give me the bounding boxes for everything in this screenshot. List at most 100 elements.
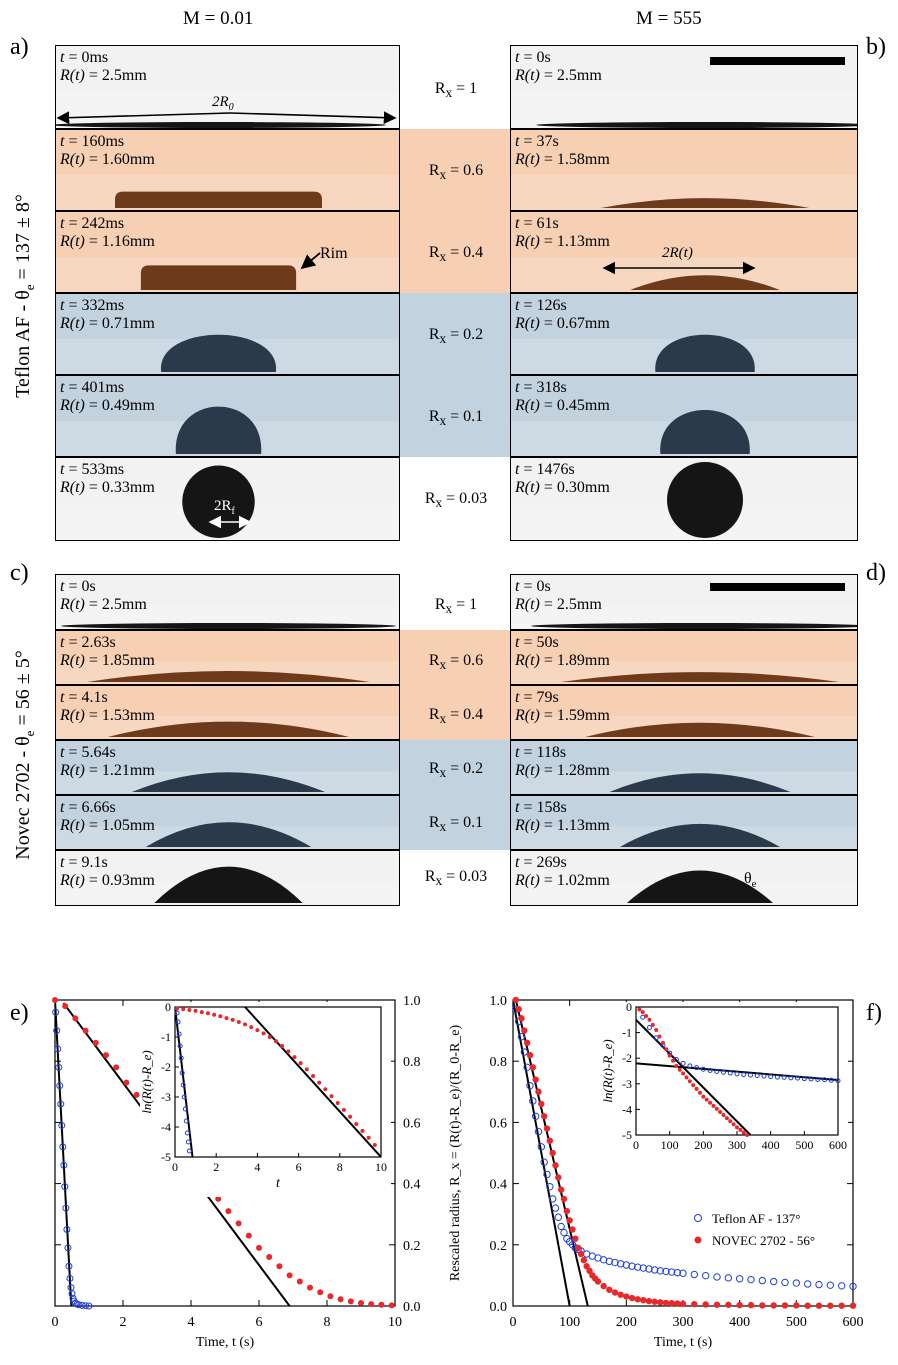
radius-var: R(t): [60, 479, 85, 496]
inset-background: [140, 1002, 391, 1197]
data-point-filled: [347, 1298, 354, 1305]
inset-y-tick-label: -3: [161, 1090, 171, 1104]
data-point-open: [58, 1121, 66, 1129]
frame-c-3: t = 4.1s R(t) = 1.53mm: [55, 685, 400, 740]
data-point-filled: [245, 1232, 252, 1239]
data-point-filled: [586, 1267, 593, 1275]
radius-var: R(t): [60, 397, 85, 414]
time-value: = 79s: [519, 689, 559, 706]
time-value: = 269s: [519, 854, 567, 871]
data-point-filled: [662, 1299, 670, 1307]
inset-x-tick-label: 10: [375, 1160, 387, 1174]
data-point-filled: [724, 1116, 729, 1121]
x-tick-label: 10: [388, 1315, 402, 1330]
data-point-open: [679, 1269, 687, 1277]
data-point-open: [774, 1074, 780, 1080]
data-point-open: [180, 1082, 186, 1088]
data-point-filled: [256, 1244, 262, 1251]
data-point-filled: [212, 1012, 217, 1017]
data-point-open: [673, 1268, 682, 1277]
inset-x-tick-label: 200: [694, 1138, 712, 1152]
time-var: t: [60, 578, 65, 595]
time-value: = 1476s: [519, 461, 575, 478]
data-point-open: [55, 1063, 63, 1071]
data-point-filled: [572, 1235, 579, 1242]
data-point-filled: [677, 1067, 682, 1072]
data-point-open: [517, 1033, 526, 1041]
data-point-filled: [611, 1289, 619, 1296]
data-point-open: [754, 1073, 760, 1079]
frame-image: [511, 771, 857, 794]
data-point-open: [734, 1071, 740, 1077]
data-point-open: [828, 1077, 834, 1083]
data-point-filled: [668, 1300, 675, 1307]
arrow-rim: [300, 252, 321, 270]
annotation-2rf: 2Rf: [214, 498, 235, 517]
time-value: = 242ms: [64, 215, 125, 232]
data-point-filled: [266, 1254, 273, 1261]
time-var: t: [515, 297, 520, 314]
data-point-filled: [557, 1186, 565, 1193]
chart-f: 0 100 200 300 400 500 600 0.0 0.2 0.4 0.6 0.8 1.0 Tim…: [448, 994, 864, 1350]
data-point-filled: [664, 1047, 669, 1052]
y-tick-label: 1.0: [490, 994, 508, 1009]
data-point-open: [526, 1081, 534, 1090]
droplet-shape: [175, 406, 262, 454]
data-point-open: [769, 1277, 778, 1286]
data-point-filled: [728, 1119, 733, 1124]
annotation-2r0: 2R0: [212, 94, 234, 113]
data-point-filled: [538, 1100, 545, 1108]
data-point-filled: [679, 1300, 687, 1308]
data-point-open: [835, 1078, 841, 1084]
inset-x-tick-label: 500: [795, 1138, 813, 1152]
data-point-filled: [276, 1263, 283, 1270]
frame-caption: t = 9.1s R(t) = 0.93mm: [60, 854, 155, 890]
data-point-filled: [267, 1035, 272, 1039]
frame-image: [56, 406, 399, 456]
data-point-open: [63, 1226, 71, 1233]
radius-var: R(t): [60, 151, 85, 168]
data-point-filled: [721, 1113, 726, 1118]
inset-background: [601, 1002, 848, 1160]
data-point-open: [662, 1267, 670, 1276]
data-point-filled: [249, 1025, 254, 1030]
data-point-filled: [725, 1301, 732, 1308]
time-value: = 0s: [519, 49, 551, 66]
radius-value: = 1.85mm: [84, 652, 155, 669]
time-value: = 158s: [519, 799, 567, 816]
time-var: t: [515, 49, 520, 66]
data-point-open: [53, 1027, 61, 1035]
radius-value: = 1.59mm: [539, 707, 610, 724]
radius-var: R(t): [515, 397, 540, 414]
frame-c-6: t = 9.1s R(t) = 0.93mm: [55, 850, 400, 906]
data-point-open: [808, 1076, 814, 1082]
data-point-filled: [741, 1130, 746, 1135]
frame-a-5: t = 401ms R(t) = 0.49mm: [55, 375, 400, 457]
frame-image: [511, 92, 857, 128]
time-value: = 2.63s: [64, 634, 116, 651]
fit-line: [513, 1000, 571, 1306]
frame-caption: t = 401ms R(t) = 0.49mm: [60, 379, 155, 415]
data-point-open: [781, 1074, 787, 1080]
radius-value: = 1.58mm: [539, 151, 610, 168]
x-tick-label: 300: [673, 1315, 694, 1330]
data-point-open: [520, 1048, 529, 1056]
data-point-filled: [640, 1296, 647, 1304]
data-point-filled: [566, 1217, 573, 1224]
band-blue-bottom: [400, 740, 512, 850]
frame-image: [56, 257, 399, 292]
data-point-filled: [526, 1051, 534, 1059]
data-point-filled: [701, 1094, 706, 1099]
radius-value: = 0.49mm: [84, 397, 155, 414]
frame-image: [56, 661, 399, 684]
data-point-open: [186, 1148, 192, 1154]
frame-caption: t = 160ms R(t) = 1.60mm: [60, 133, 155, 169]
data-point-open: [54, 1045, 62, 1053]
inset-x-tick-label: 0: [633, 1138, 639, 1152]
rx-label: Rx = 0.4: [428, 244, 484, 265]
data-point-filled: [657, 1299, 664, 1306]
data-point-filled: [230, 1017, 235, 1022]
inset-x-tick-label: 6: [296, 1160, 302, 1174]
data-point-filled: [327, 1293, 334, 1300]
data-point-filled: [718, 1109, 723, 1114]
